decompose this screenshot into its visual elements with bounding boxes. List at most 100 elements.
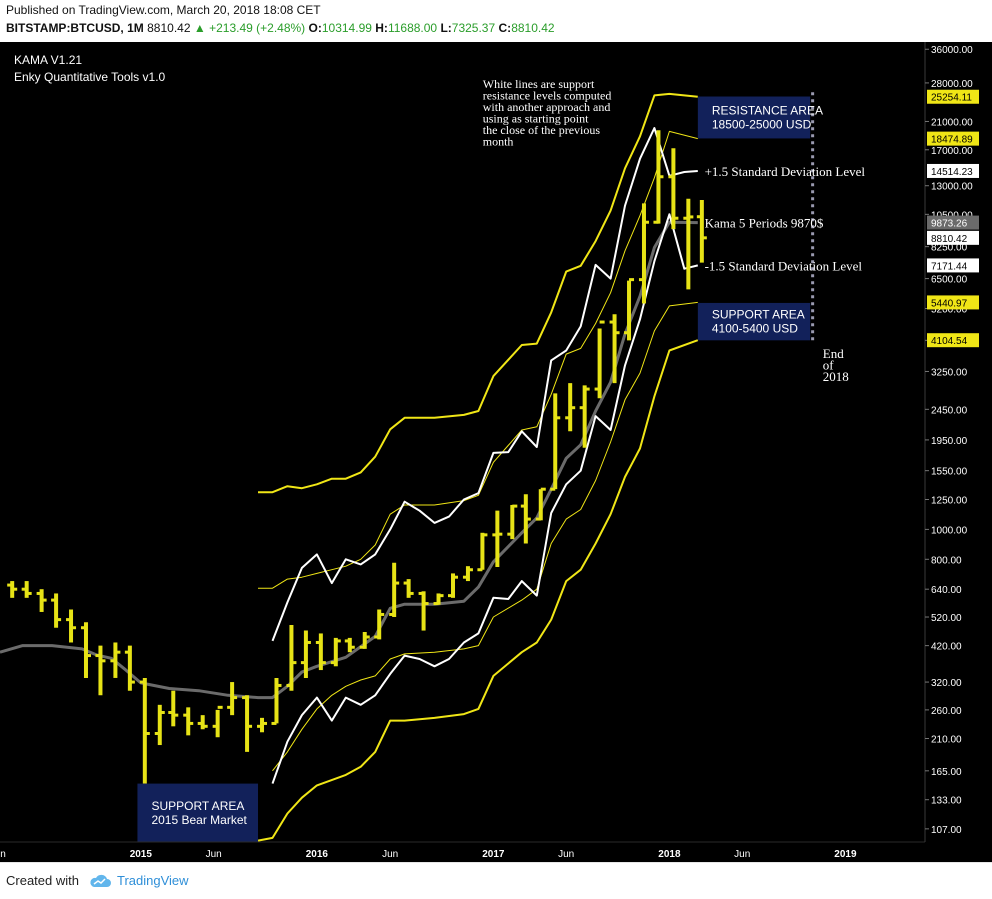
- ohlc-bar: [124, 645, 135, 691]
- x-tick-label: 2017: [482, 849, 505, 860]
- indicator-lines: [0, 92, 699, 842]
- ohlc-bar: [579, 385, 590, 448]
- x-tick-label: 2015: [130, 849, 153, 860]
- y-tick-label: 13000.00: [931, 182, 973, 193]
- ohlc-bar: [609, 314, 620, 384]
- ohlc-bar: [330, 637, 341, 667]
- y-tick-label: 640.00: [931, 585, 962, 596]
- box-support-2015: [137, 783, 259, 842]
- ohlc-bar: [21, 581, 32, 598]
- time-axis[interactable]: n 2015 Jun 2016 Jun 2017 Jun 2018 Jun 2019: [0, 841, 925, 860]
- price-label-box: [927, 295, 979, 310]
- y-tick-label: 165.00: [931, 767, 962, 778]
- y-tick-label: 520.00: [931, 613, 962, 624]
- price-label-text: 9873.26: [931, 219, 968, 230]
- y-tick-label: 8250.00: [931, 243, 968, 254]
- y-tick-label: 1000.00: [931, 525, 968, 536]
- high-value: 11688.00: [387, 21, 438, 35]
- tradingview-link[interactable]: TradingView: [117, 873, 189, 888]
- ohlc-bar: [154, 704, 165, 746]
- ohlc-bar: [520, 494, 531, 544]
- series-line-3: [272, 301, 698, 772]
- y-tick-label: 28000.00: [931, 79, 973, 90]
- y-tick-label: 1950.00: [931, 436, 968, 447]
- open-value: 10314.99: [321, 21, 372, 35]
- price-label-box: [927, 215, 979, 230]
- ohlc-bar: [315, 633, 326, 671]
- ohlc-bar: [51, 593, 62, 628]
- annotation-white-lines-note: White lines are support: [483, 77, 595, 91]
- ohlc-bars: [7, 130, 707, 784]
- ohlc-bar: [36, 589, 47, 612]
- price-chart[interactable]: KAMA V1.21 Enky Quantitative Tools v1.0 R…: [0, 42, 992, 862]
- annotation-end-2018: 2018: [823, 369, 849, 384]
- ohlc-bar: [139, 677, 150, 784]
- price-label-text: 7171.44: [931, 261, 968, 272]
- annotation-end-2018: End: [823, 346, 844, 361]
- price-label-box: [927, 131, 979, 146]
- ohlc-bar: [168, 690, 179, 727]
- ohlc-bar: [535, 487, 546, 521]
- ohlc-bar: [7, 581, 18, 598]
- ohlc-bar: [492, 510, 503, 568]
- price-labels: 25254.11 18474.89 14514.23 9873.26 8810.42 71…: [927, 89, 979, 348]
- symbol-name[interactable]: BITSTAMP:BTCUSD, 1M: [6, 21, 144, 35]
- annotation-minus-sd: -1.5 Standard Deviation Level: [705, 258, 863, 273]
- ohlc-bar: [447, 573, 458, 598]
- y-tick-label: 133.00: [931, 796, 962, 807]
- ohlc-bar: [594, 320, 605, 399]
- ohlc-bar: [344, 637, 355, 653]
- y-tick-label: 260.00: [931, 706, 962, 717]
- up-arrow-icon: ▲: [193, 21, 206, 35]
- ohlc-bar: [286, 624, 297, 691]
- ohlc-bar: [242, 695, 253, 752]
- ohlc-bar: [183, 707, 194, 736]
- price-label-text: 25254.11: [931, 93, 972, 104]
- ohlc-bar: [624, 278, 635, 341]
- y-tick-label: 107.00: [931, 825, 962, 836]
- series-line-5: [271, 127, 698, 642]
- price-change: +213.49 (+2.48%): [209, 21, 306, 35]
- y-tick-label: 21000.00: [931, 117, 973, 128]
- annotation-white-lines-note: with another approach and: [483, 100, 611, 114]
- price-label-text: 8810.42: [931, 234, 968, 245]
- price-label-box: [927, 333, 979, 348]
- box-text-support-2018: 4100-5400 USD: [712, 322, 798, 336]
- x-tick-label: Jun: [382, 849, 398, 860]
- annotation-white-lines-note: the close of the previous: [483, 123, 601, 137]
- ohlc-bar: [66, 609, 77, 643]
- ohlc-bar: [550, 393, 561, 491]
- series-line-4: [257, 339, 699, 842]
- indicator-legend: KAMA V1.21 Enky Quantitative Tools v1.0: [14, 53, 166, 84]
- ohlc-bar: [507, 504, 518, 540]
- box-text-support-2015: SUPPORT AREA: [151, 799, 244, 813]
- last-price: 8810.42: [147, 21, 191, 35]
- footer: Created with TradingView: [0, 862, 992, 899]
- ohlc-bar: [80, 622, 91, 678]
- y-tick-label: 800.00: [931, 555, 962, 566]
- open-label: O:: [308, 21, 322, 35]
- ohlc-bar: [271, 677, 282, 725]
- high-label: H:: [375, 21, 388, 35]
- price-label-text: 18474.89: [931, 135, 973, 146]
- close-value: 8810.42: [511, 21, 555, 35]
- y-tick-label: 2450.00: [931, 405, 968, 416]
- ohlc-bar: [462, 566, 473, 582]
- indicator-label: Enky Quantitative Tools v1.0: [14, 70, 166, 84]
- y-tick-label: 3250.00: [931, 367, 968, 378]
- y-tick-label: 17000.00: [931, 146, 973, 157]
- y-tick-label: 5200.00: [931, 304, 968, 315]
- y-tick-label: 1550.00: [931, 467, 968, 478]
- annotation-white-lines-note: resistance levels computed: [483, 88, 612, 102]
- ohlc-bar: [300, 630, 311, 678]
- series-line-1: [258, 92, 698, 494]
- ohlc-bar: [418, 591, 429, 631]
- y-tick-label: 320.00: [931, 678, 962, 689]
- y-tick-label: 1250.00: [931, 495, 968, 506]
- tradingview-cloud-icon[interactable]: [88, 873, 112, 889]
- ohlc-bar: [212, 705, 223, 738]
- ohlc-bar: [374, 609, 385, 640]
- y-tick-label: 6500.00: [931, 275, 968, 286]
